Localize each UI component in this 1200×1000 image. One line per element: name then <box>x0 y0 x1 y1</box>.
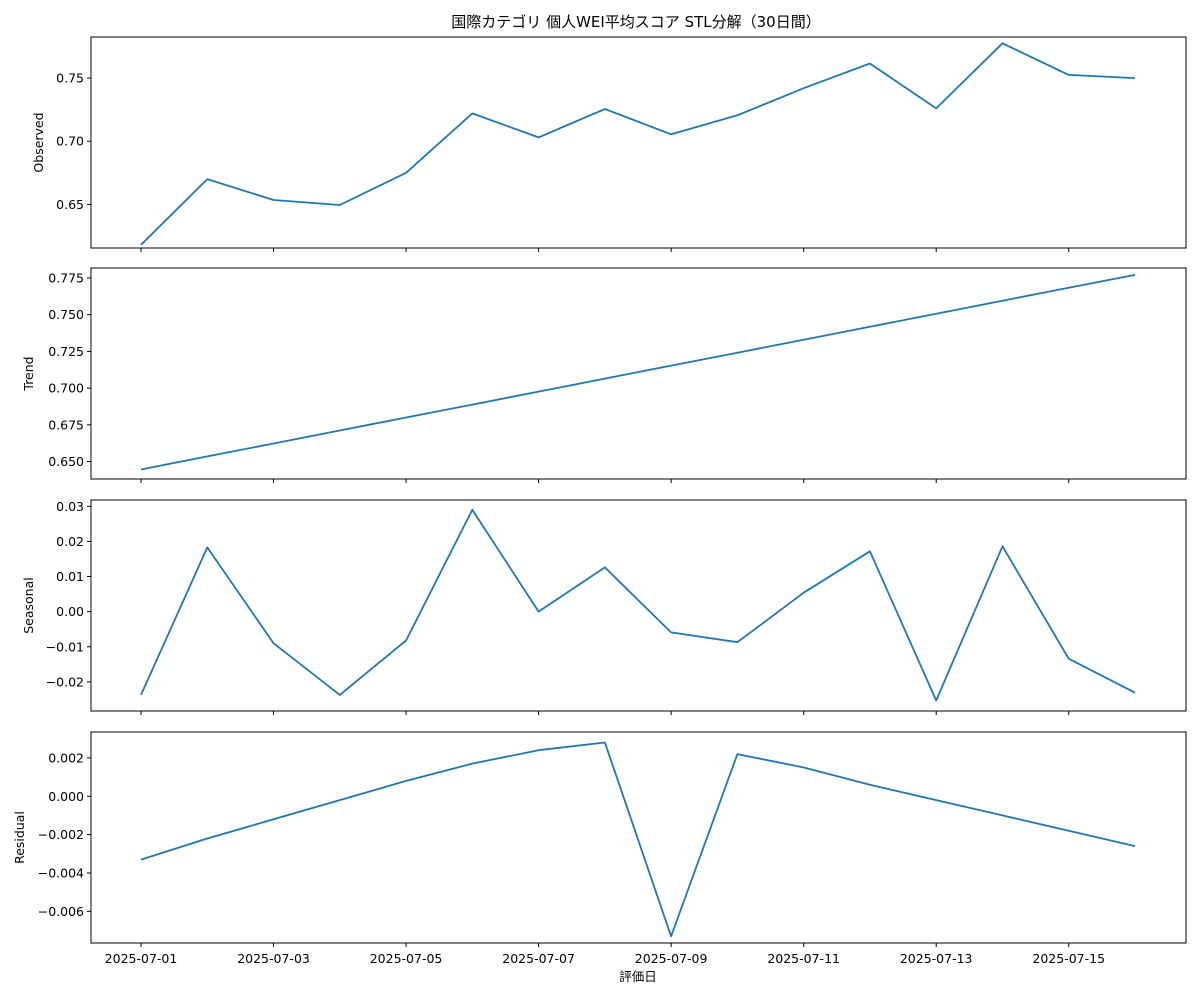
panel-observed: 0.65 0.70 0.75 Observed <box>31 36 1187 252</box>
panels-group: 0.65 0.70 0.75 Observed 0.650 0.675 0.700 0.725… <box>12 36 1187 966</box>
x-tick-label: 2025-07-01 <box>105 951 178 966</box>
panel-trend: 0.650 0.675 0.700 0.725 0.750 0.775 Trend <box>21 267 1187 483</box>
y-axis-label: Trend <box>21 356 36 391</box>
y-tick-label: 0.70 <box>56 134 84 149</box>
panel-residual: −0.006 −0.004 −0.002 0.000 0.002 Residual <box>12 731 1187 947</box>
y-tick-label: −0.02 <box>46 674 84 689</box>
y-tick-label: 0.75 <box>56 71 84 86</box>
y-tick-label: 0.675 <box>48 417 84 432</box>
x-axis-label: 評価日 <box>619 969 657 984</box>
y-tick-label: 0.700 <box>48 381 84 396</box>
series-line-residual <box>140 741 1136 938</box>
x-tick-label: 2025-07-03 <box>237 951 310 966</box>
y-tick-label: 0.65 <box>56 197 84 212</box>
chart-title: 国際カテゴリ 個人WEI平均スコア STL分解（30日間） <box>451 13 820 31</box>
y-tick-label: 0.03 <box>56 499 84 514</box>
axes-frame <box>90 36 1187 249</box>
axes-frame <box>90 267 1187 480</box>
y-tick-label: −0.01 <box>46 639 84 654</box>
x-tick-label: 2025-07-09 <box>635 951 708 966</box>
y-axis-label: Residual <box>12 811 27 864</box>
series-line-observed <box>140 42 1136 246</box>
y-tick-label: −0.004 <box>38 865 84 880</box>
series-line-seasonal <box>140 508 1136 702</box>
y-axis-label: Seasonal <box>21 577 36 634</box>
x-tick-label: 2025-07-11 <box>767 951 840 966</box>
x-tick-label: 2025-07-05 <box>370 951 443 966</box>
y-tick-label: 0.750 <box>48 307 84 322</box>
y-tick-label: 0.00 <box>56 604 84 619</box>
y-tick-label: 0.002 <box>48 750 84 765</box>
y-tick-label: 0.01 <box>56 569 84 584</box>
y-tick-label: −0.002 <box>38 827 84 842</box>
axes-frame <box>90 499 1187 712</box>
y-axis-label: Observed <box>31 112 46 172</box>
y-tick-label: 0.650 <box>48 454 84 469</box>
y-tick-label: 0.775 <box>48 270 84 285</box>
x-tick-label: 2025-07-13 <box>900 951 973 966</box>
y-tick-label: −0.006 <box>38 904 84 919</box>
y-tick-label: 0.02 <box>56 534 84 549</box>
x-tick-label: 2025-07-07 <box>502 951 575 966</box>
x-tick-label: 2025-07-15 <box>1032 951 1105 966</box>
y-tick-label: 0.000 <box>48 789 84 804</box>
y-tick-label: 0.725 <box>48 344 84 359</box>
series-line-trend <box>140 274 1136 471</box>
panel-seasonal: −0.02 −0.01 0.00 0.01 0.02 0.03 Seasonal <box>21 499 1187 715</box>
axes-frame <box>90 731 1187 944</box>
